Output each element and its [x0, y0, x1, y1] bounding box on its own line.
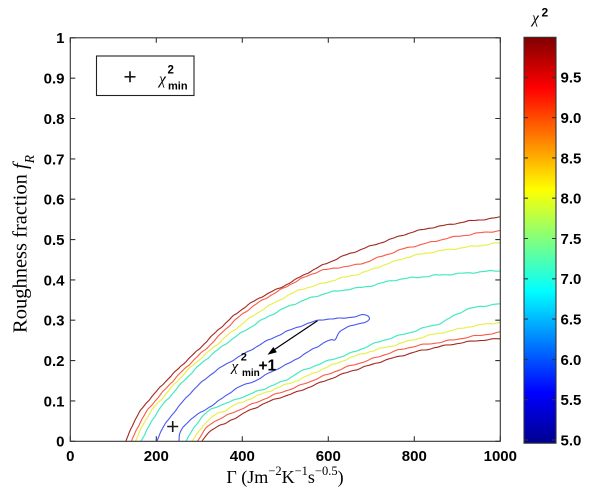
svg-text:min: min [168, 81, 188, 93]
svg-text:0.5: 0.5 [44, 232, 65, 249]
svg-text:1000: 1000 [484, 448, 517, 465]
svg-text:2: 2 [241, 352, 247, 364]
svg-text:9.5: 9.5 [561, 70, 582, 87]
svg-text:600: 600 [316, 448, 341, 465]
svg-text:χ: χ [157, 71, 167, 88]
svg-text:0.6: 0.6 [44, 192, 65, 209]
svg-text:χ: χ [230, 359, 239, 375]
svg-text:2: 2 [168, 65, 174, 77]
svg-text:0.1: 0.1 [44, 393, 65, 410]
svg-text:5.0: 5.0 [561, 432, 582, 449]
svg-text:9.0: 9.0 [561, 110, 582, 127]
svg-text:0: 0 [56, 434, 64, 451]
svg-text:7.0: 7.0 [561, 271, 582, 288]
svg-text:0.4: 0.4 [44, 272, 66, 289]
svg-text:0: 0 [66, 448, 74, 465]
svg-text:7.5: 7.5 [561, 231, 582, 248]
svg-text:0.7: 0.7 [44, 151, 65, 168]
svg-text:8.0: 8.0 [561, 191, 582, 208]
svg-text:min: min [242, 368, 260, 379]
svg-text:0.3: 0.3 [44, 313, 65, 330]
svg-text:χ: χ [530, 10, 540, 27]
svg-text:800: 800 [402, 448, 427, 465]
svg-text:8.5: 8.5 [561, 150, 582, 167]
svg-text:1: 1 [56, 30, 64, 47]
svg-text:0.8: 0.8 [44, 111, 65, 128]
svg-text:6.0: 6.0 [561, 352, 582, 369]
svg-text:0.9: 0.9 [44, 71, 65, 88]
svg-text:0.2: 0.2 [44, 353, 65, 370]
svg-text:2: 2 [542, 6, 549, 20]
svg-text:+1: +1 [259, 358, 277, 375]
svg-text:400: 400 [230, 448, 255, 465]
svg-text:5.5: 5.5 [561, 392, 582, 409]
svg-text:200: 200 [144, 448, 169, 465]
svg-text:6.5: 6.5 [561, 312, 582, 329]
